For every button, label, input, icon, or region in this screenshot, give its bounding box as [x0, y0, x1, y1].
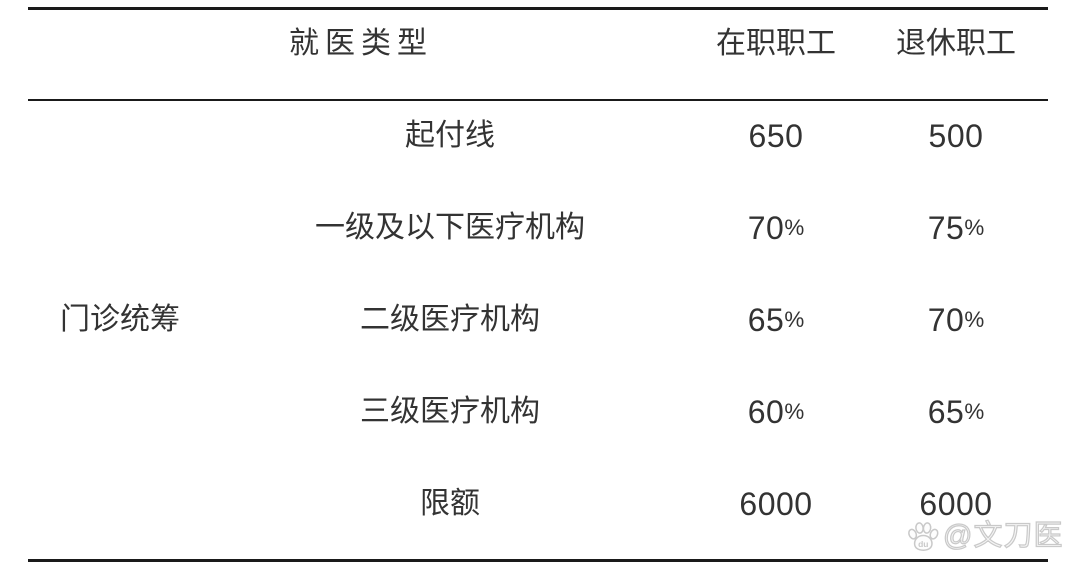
cell-level1-retired: 75% [927, 209, 985, 246]
table-body: 门诊统筹 起付线 650 500 一级及以下医疗机构 70% 75% 二级医疗机… [28, 100, 1048, 560]
row-label-limit: 限额 [420, 487, 480, 520]
row-label-level1-institution: 一级及以下医疗机构 [315, 211, 585, 244]
cell-limit-retired: 6000 [919, 485, 993, 522]
table-top-rule [28, 7, 1048, 10]
cell-level2-active: 65% [747, 301, 805, 338]
header-retired-employees: 退休职工 [896, 26, 1016, 60]
table-header-row: 就医类型 在职职工 退休职工 [28, 10, 1048, 99]
cell-level2-retired: 70% [927, 301, 985, 338]
watermark: du @文刀医 [906, 518, 1063, 554]
baidu-paw-icon: du [908, 521, 939, 551]
cell-level3-retired: 65% [927, 393, 985, 430]
table-header-rule [28, 99, 1048, 101]
table-bottom-rule [28, 559, 1048, 562]
cell-level1-active: 70% [747, 209, 805, 246]
header-active-employees: 在职职工 [716, 26, 836, 60]
row-label-level2-institution: 二级医疗机构 [360, 303, 540, 336]
row-label-deductible: 起付线 [405, 119, 495, 152]
row-group-label-outpatient-pooling: 门诊统筹 [60, 303, 180, 336]
cell-level3-active: 60% [747, 393, 805, 430]
row-label-level3-institution: 三级医疗机构 [360, 395, 540, 428]
cell-limit-active: 6000 [739, 485, 813, 522]
header-visit-type: 就医类型 [289, 26, 433, 60]
watermark-text: @文刀医 [942, 519, 1064, 552]
baidu-paw-du-label: du [918, 538, 928, 548]
cell-deductible-retired: 500 [928, 117, 984, 154]
cell-deductible-active: 650 [748, 117, 804, 154]
